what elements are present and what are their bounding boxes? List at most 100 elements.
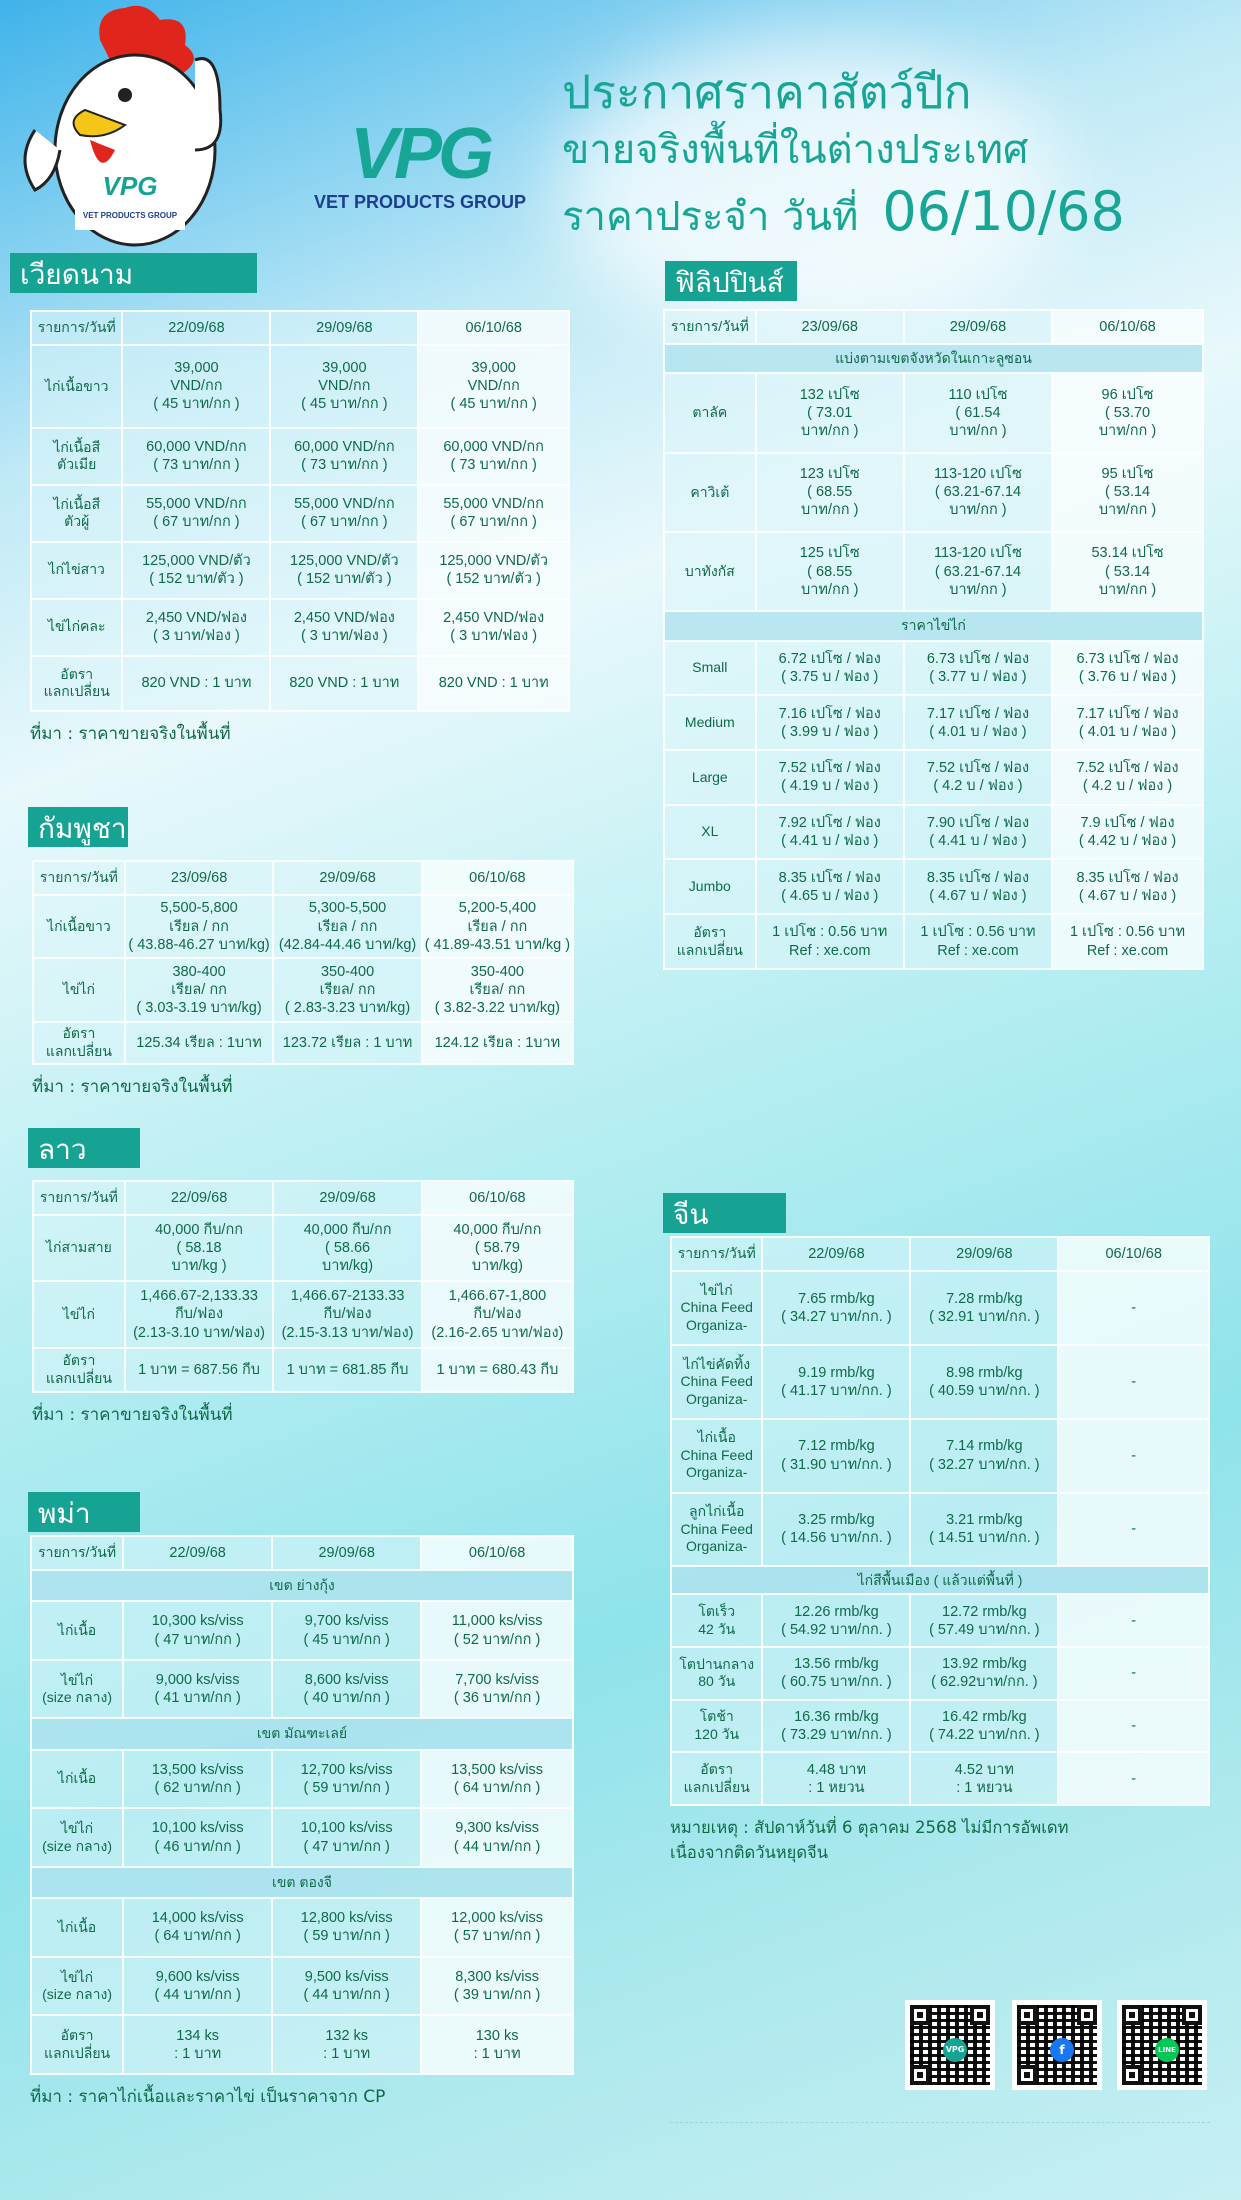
price-cell: 125,000 VND/ตัว ( 152 บาท/ตัว ) [121, 540, 272, 600]
price-cell: 1 เปโซ : 0.56 บาท Ref : xe.com [754, 913, 905, 970]
price-cell: 9,600 ks/viss ( 44 บาท/กก ) [122, 1955, 274, 2017]
price-cell: 9,300 ks/viss ( 44 บาท/กก ) [420, 1807, 574, 1868]
row-label: ไข่ไก่ (size กลาง) [29, 1658, 125, 1720]
price-cell: 3.25 rmb/kg ( 14.56 บาท/กก. ) [761, 1491, 912, 1568]
price-cell: 12.26 rmb/kg ( 54.92 บาท/กก. ) [761, 1593, 912, 1649]
table-row: ไก่ไข่คัดทิ้ง China Feed Organiza- 9.19 r… [669, 1343, 1210, 1420]
row-label: ไข่ไก่ (size กลาง) [29, 1807, 125, 1868]
price-cell: 124.12 เรียล : 1บาท [420, 1020, 575, 1066]
price-cell: 12,800 ks/viss ( 59 บาท/กก ) [271, 1897, 423, 1958]
table-row: ไข่ไก่ (size กลาง) 9,600 ks/viss ( 44 บาท… [29, 1955, 574, 2017]
table-row: โตช้า 120 วัน 16.36 rmb/kg ( 73.29 บาท/กก… [669, 1698, 1210, 1754]
column-header-date: 23/09/68 [123, 860, 275, 896]
note-vietnam: ที่มา : ราคาขายจริงในพื้นที่ [30, 724, 231, 744]
price-cell: 55,000 VND/กก ( 67 บาท/กก ) [269, 483, 420, 543]
table-row: ไก่เนื้อสี ตัวเมีย 60,000 VND/กก ( 73 บาท… [29, 426, 570, 486]
table-row: โตปานกลาง 80 วัน 13.56 rmb/kg ( 60.75 บาท… [669, 1646, 1210, 1701]
column-header-item: รายการ/วันที่ [32, 1180, 126, 1216]
section-label: แบ่งตามเขตจังหวัดในเกาะลูซอน [663, 342, 1204, 375]
row-label: อัตรา แลกเปลี่ยน [32, 1020, 126, 1066]
row-label: ลูกไก่เนื้อ China Feed Organiza- [669, 1491, 764, 1568]
price-table-cambodia: รายการ/วันที่ 23/09/68 29/09/68 06/10/68 ไก่… [32, 860, 575, 1066]
table-header-row: รายการ/วันที่ 22/09/68 29/09/68 06/10/68 [669, 1236, 1210, 1272]
price-cell: 9,500 ks/viss ( 44 บาท/กก ) [271, 1955, 423, 2017]
price-cell: 16.42 rmb/kg ( 74.22 บาท/กก. ) [909, 1698, 1060, 1754]
column-header-item: รายการ/วันที่ [32, 860, 126, 896]
price-cell: 8.35 เปโซ / ฟอง ( 4.67 บ / ฟอง ) [1051, 858, 1204, 916]
price-cell: 1 บาท = 680.43 กีบ [420, 1346, 575, 1394]
table-row: ไข่ไก่ 380-400 เรียล/ กก ( 3.03-3.19 บาท/… [32, 957, 575, 1023]
section-tab-china: จีน [663, 1193, 786, 1233]
table-row: ตาลัค 132 เปโซ ( 73.01 บาท/กก ) 110 เปโซ (… [663, 372, 1204, 454]
price-cell: 7.14 rmb/kg ( 32.27 บาท/กก. ) [909, 1417, 1060, 1494]
price-cell: 16.36 rmb/kg ( 73.29 บาท/กก. ) [761, 1698, 912, 1754]
table-row: อัตรา แลกเปลี่ยน 125.34 เรียล : 1บาท 123.7… [32, 1020, 575, 1066]
price-cell: 3.21 rmb/kg ( 14.51 บาท/กก. ) [909, 1491, 1060, 1568]
table-section-row: ราคาไข่ไก่ [663, 610, 1204, 642]
column-header-date: 06/10/68 [417, 310, 570, 346]
price-cell: 6.73 เปโซ / ฟอง ( 3.76 บ / ฟอง ) [1051, 639, 1204, 697]
qr-code-facebook[interactable]: f [1012, 2000, 1102, 2090]
price-cell: 132 ks : 1 บาท [271, 2014, 423, 2075]
price-cell: 1 เปโซ : 0.56 บาท Ref : xe.com [902, 913, 1054, 970]
price-cell: 820 VND : 1 บาท [417, 654, 570, 713]
table-row: ไก่เนื้อ 10,300 ks/viss ( 47 บาท/กก ) 9,70… [29, 1600, 574, 1661]
price-cell: 125,000 VND/ตัว ( 152 บาท/ตัว ) [269, 540, 420, 600]
column-header-item: รายการ/วันที่ [669, 1236, 764, 1272]
qr-code-vpg[interactable]: VPG [905, 2000, 995, 2090]
price-cell: 40,000 กีบ/กก ( 58.18 บาท/kg ) [123, 1213, 275, 1283]
price-cell: 7.17 เปโซ / ฟอง ( 4.01 บ / ฟอง ) [902, 694, 1054, 752]
price-cell: 10,100 ks/viss ( 47 บาท/กก ) [271, 1807, 423, 1868]
section-tab-vietnam: เวียดนาม [10, 253, 257, 293]
logo-subtitle: VET PRODUCTS GROUP [313, 192, 527, 212]
price-cell: - [1057, 1593, 1210, 1649]
column-header-date: 22/09/68 [121, 310, 272, 346]
table-row: ไก่ไข่สาว 125,000 VND/ตัว ( 152 บาท/ตัว )… [29, 540, 570, 600]
row-label: ไก่เนื้อขาว [29, 344, 124, 429]
table-row: อัตรา แลกเปลี่ยน 1 เปโซ : 0.56 บาท Ref : … [663, 913, 1204, 970]
price-cell: 1 บาท = 687.56 กีบ [123, 1346, 275, 1394]
table-header-row: รายการ/วันที่ 22/09/68 29/09/68 06/10/68 [29, 1535, 574, 1571]
column-header-date: 06/10/68 [1051, 309, 1204, 345]
column-header-date: 23/09/68 [754, 309, 905, 345]
price-cell: 350-400 เรียล/ กก ( 3.82-3.22 บาท/kg) [420, 957, 575, 1023]
price-cell: 60,000 VND/กก ( 73 บาท/กก ) [417, 426, 570, 486]
row-label: ไข่ไก่ [32, 957, 126, 1023]
table-row: ไก่เนื้อ 14,000 ks/viss ( 64 บาท/กก ) 12,8… [29, 1897, 574, 1958]
price-cell: 13,500 ks/viss ( 62 บาท/กก ) [122, 1748, 274, 1810]
price-cell: 60,000 VND/กก ( 73 บาท/กก ) [269, 426, 420, 486]
price-table-vietnam: รายการ/วันที่ 22/09/68 29/09/68 06/10/68 ไก่… [29, 310, 570, 713]
title-line-2: ขายจริงพื้นที่ในต่างประเทศ [562, 127, 1029, 173]
row-label: ไก่ไข่คัดทิ้ง China Feed Organiza- [669, 1343, 764, 1420]
price-cell: 4.48 บาท : 1 หยวน [761, 1751, 912, 1806]
price-cell: 1 บาท = 681.85 กีบ [272, 1346, 423, 1394]
qr-code-line[interactable]: LINE [1117, 2000, 1207, 2090]
section-myanmar: รายการ/วันที่ 22/09/68 29/09/68 06/10/68 เขต… [29, 1535, 574, 2111]
price-cell: 9,000 ks/viss ( 41 บาท/กก ) [122, 1658, 274, 1720]
table-row: ไก่เนื้อขาว 5,500-5,800 เรียล / กก ( 43.8… [32, 893, 575, 960]
price-cell: 8,300 ks/viss ( 39 บาท/กก ) [420, 1955, 574, 2017]
row-label: ไก่เนื้อ [29, 1600, 125, 1661]
price-cell: 113-120 เปโซ ( 63.21-67.14 บาท/กก ) [902, 530, 1054, 613]
table-row: ไข่ไก่ China Feed Organiza- 7.65 rmb/kg (… [669, 1270, 1210, 1346]
price-cell: 820 VND : 1 บาท [121, 654, 272, 713]
section-vietnam: รายการ/วันที่ 22/09/68 29/09/68 06/10/68 ไก่… [29, 310, 570, 748]
price-cell: 39,000 VND/กก ( 45 บาท/กก ) [269, 344, 420, 429]
table-row: Medium 7.16 เปโซ / ฟอง ( 3.99 บ / ฟอง ) 7.… [663, 694, 1204, 752]
price-cell: 7.17 เปโซ / ฟอง ( 4.01 บ / ฟอง ) [1051, 694, 1204, 752]
price-cell: 2,450 VND/ฟอง ( 3 บาท/ฟอง ) [417, 597, 570, 657]
price-cell: 110 เปโซ ( 61.54 บาท/กก ) [902, 372, 1054, 454]
column-header-date: 29/09/68 [269, 310, 420, 346]
price-cell: 4.52 บาท : 1 หยวน [909, 1751, 1060, 1806]
row-label: ไก่เนื้อขาว [32, 893, 126, 960]
price-cell: 7.65 rmb/kg ( 34.27 บาท/กก. ) [761, 1270, 912, 1346]
price-cell: 39,000 VND/กก ( 45 บาท/กก ) [121, 344, 272, 429]
price-table-philippines: รายการ/วันที่ 23/09/68 29/09/68 06/10/68 แบ่… [663, 309, 1204, 970]
column-header-item: รายการ/วันที่ [663, 309, 757, 345]
table-row: บาทังกัส 125 เปโซ ( 68.55 บาท/กก ) 113-120… [663, 530, 1204, 613]
price-cell: 130 ks : 1 บาท [420, 2014, 574, 2075]
price-cell: 8.35 เปโซ / ฟอง ( 4.67 บ / ฟอง ) [902, 858, 1054, 916]
price-cell: 96 เปโซ ( 53.70 บาท/กก ) [1051, 372, 1204, 454]
price-cell: 40,000 กีบ/กก ( 58.79 บาท/kg) [420, 1213, 575, 1283]
note-china: หมายเหตุ : สัปดาห์วันที่ 6 ตุลาคม 2568 ไ… [670, 1818, 1069, 1862]
